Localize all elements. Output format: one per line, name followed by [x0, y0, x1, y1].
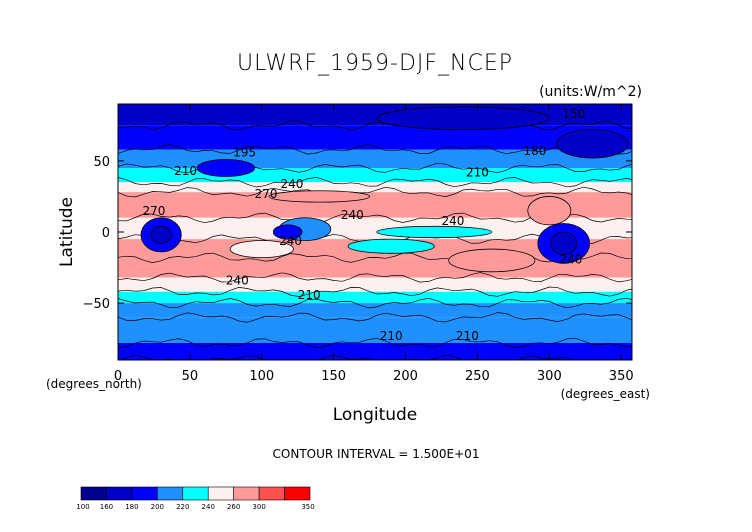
colorbar-swatch-7 [258, 486, 285, 501]
colorbar-tick-5: 240 [202, 503, 215, 511]
contour-line-11 [118, 312, 632, 323]
y-axis-label: Latitude [57, 197, 77, 267]
units-label: (units:W/m^2) [539, 84, 642, 100]
colorbar-tick-6: 260 [227, 503, 240, 511]
patch-9 [196, 159, 255, 177]
contour-line-10 [118, 297, 632, 309]
contour-label-2: 240 [281, 177, 304, 191]
y-tick-label-0: −50 [83, 297, 110, 312]
contour-interval-note: CONTOUR INTERVAL = 1.500E+01 [273, 447, 480, 461]
colorbar-swatch-4 [182, 486, 209, 501]
colorbar-tick-1: 160 [100, 503, 113, 511]
band-13 [118, 342, 632, 360]
contour-label-0: 195 [233, 146, 256, 160]
colorbar-tick-3: 200 [151, 503, 164, 511]
contour-label-7: 240 [442, 214, 465, 228]
contour-line-9 [118, 286, 632, 297]
colorbar-tick-8: 350 [301, 503, 314, 511]
contour-label-14: 240 [559, 252, 582, 266]
contour-label-6: 240 [279, 234, 302, 248]
contour-label-11: 180 [523, 144, 546, 158]
contour-label-12: 210 [380, 329, 403, 343]
patch-6 [376, 225, 493, 239]
contour-line-3 [118, 176, 632, 188]
band-0 [118, 104, 632, 126]
colorbar: 100 160 180 200 220 240 260 300 350 [76, 486, 315, 511]
band-4 [118, 182, 632, 193]
colorbar-tick-4: 220 [176, 503, 189, 511]
x-tick-label-2: 100 [249, 369, 274, 384]
patch-10 [527, 196, 572, 226]
x-tick-label-1: 50 [182, 369, 199, 384]
x-tick-label-0: 0 [114, 369, 122, 384]
contour-label-10: 210 [466, 166, 489, 180]
contour-line-7 [118, 252, 632, 263]
colorbar-tick-0: 100 [76, 503, 89, 511]
colorbar-swatch-6 [233, 486, 260, 501]
contour-line-0 [118, 120, 632, 131]
contour-label-15: 150 [562, 107, 585, 121]
patch-8 [347, 238, 435, 254]
contour-label-4: 270 [142, 204, 165, 218]
patch-7 [229, 240, 294, 258]
contour-label-8: 240 [226, 274, 249, 288]
y-tick-label-1: 0 [102, 226, 110, 241]
band-11 [118, 303, 632, 318]
contour-line-12 [118, 337, 632, 349]
patch-14 [376, 106, 550, 131]
patch-12 [448, 248, 536, 273]
contour-label-9: 210 [298, 288, 321, 302]
x-tick-label-6: 300 [537, 369, 562, 384]
colorbar-tick-2: 180 [125, 503, 138, 511]
axis-ticks: 0 50 100 150 200 250 300 350 −50 0 50 [83, 104, 634, 384]
colorbar-swatch-3 [157, 486, 184, 501]
y-unit-note: (degrees_north) [46, 377, 142, 391]
contour-line-1 [118, 144, 632, 155]
contour-line-8 [118, 272, 632, 283]
chart-title: ULWRF_1959-DJF_NCEP [237, 51, 513, 76]
patch-1 [150, 225, 172, 244]
band-6 [118, 217, 632, 240]
contour-label-3: 270 [255, 187, 278, 201]
x-tick-label-3: 150 [321, 369, 346, 384]
x-unit-note: (degrees_east) [561, 387, 650, 401]
contour-label-1: 210 [174, 164, 197, 178]
x-tick-label-4: 200 [393, 369, 418, 384]
x-tick-label-5: 250 [465, 369, 490, 384]
contour-label-5: 240 [341, 208, 364, 222]
x-axis-label: Longitude [333, 405, 418, 425]
contour-label-13: 210 [456, 329, 479, 343]
colorbar-swatch-0 [80, 486, 107, 501]
patch-13 [268, 190, 371, 203]
colorbar-swatch-8 [284, 486, 311, 501]
colorbar-swatch-5 [207, 486, 234, 501]
patch-5 [272, 224, 303, 240]
colorbar-swatch-2 [131, 486, 158, 501]
x-tick-label-7: 350 [609, 369, 634, 384]
colorbar-tick-7: 300 [252, 503, 265, 511]
band-9 [118, 277, 632, 292]
patch-3 [550, 231, 578, 256]
band-10 [118, 291, 632, 304]
colorbar-swatch-1 [106, 486, 133, 501]
y-tick-label-2: 50 [93, 155, 110, 170]
patch-11 [556, 129, 629, 159]
contour-line-4 [118, 186, 632, 198]
